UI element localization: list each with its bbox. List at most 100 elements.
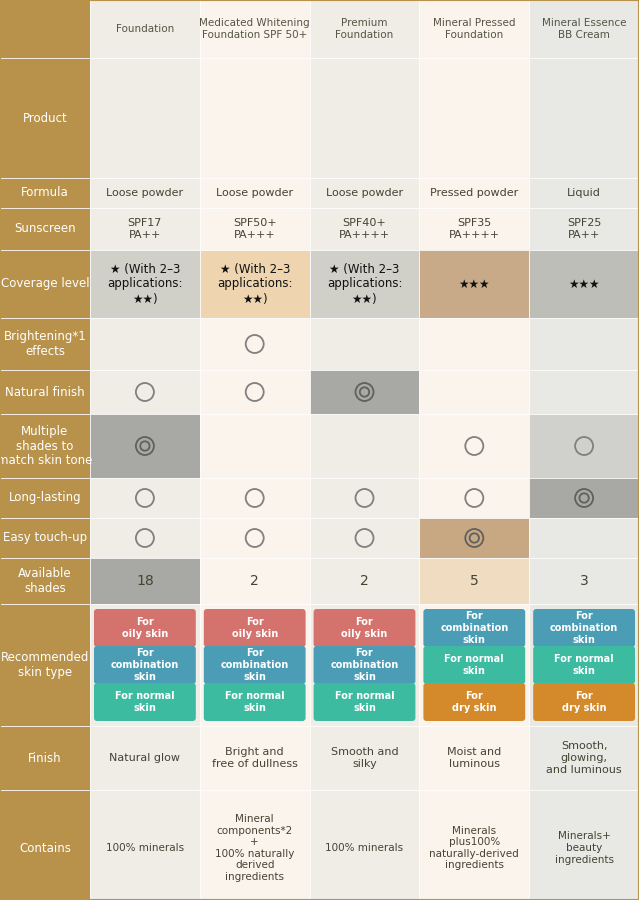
Bar [310, 726, 419, 790]
Bar [0, 208, 90, 250]
Bar [419, 0, 529, 58]
Bar [90, 370, 200, 414]
Bar [200, 318, 310, 370]
Bar [419, 558, 529, 604]
Bar [419, 58, 529, 178]
Bar [200, 478, 310, 518]
Bar [310, 178, 419, 208]
Bar [310, 790, 419, 900]
Text: For
combination
skin: For combination skin [440, 611, 509, 644]
Text: Mineral
components*2
+
100% naturally
derived
ingredients: Mineral components*2 + 100% naturally de… [215, 814, 295, 882]
Text: Smooth and
silky: Smooth and silky [331, 747, 398, 769]
Bar [310, 250, 419, 318]
Bar [200, 0, 310, 58]
Text: SPF17
PA++: SPF17 PA++ [128, 218, 162, 239]
Bar [310, 0, 419, 58]
Text: Recommended
skin type: Recommended skin type [1, 651, 89, 679]
FancyBboxPatch shape [314, 646, 415, 684]
FancyBboxPatch shape [533, 683, 635, 721]
Text: Easy touch-up: Easy touch-up [3, 532, 87, 544]
Bar [0, 178, 90, 208]
Text: For normal
skin: For normal skin [225, 691, 284, 713]
Text: ★★★: ★★★ [459, 277, 490, 291]
Text: Foundation: Foundation [116, 24, 174, 34]
Bar [529, 604, 639, 726]
Bar [419, 178, 529, 208]
Bar [419, 478, 529, 518]
Text: For
dry skin: For dry skin [452, 691, 497, 713]
Bar [419, 370, 529, 414]
Text: Contains: Contains [19, 842, 71, 854]
Text: For
oily skin: For oily skin [122, 617, 168, 639]
Text: ★ (With 2–3
applications:
★★): ★ (With 2–3 applications: ★★) [107, 263, 183, 305]
Bar [310, 604, 419, 726]
Bar [200, 726, 310, 790]
Bar [529, 178, 639, 208]
Text: Brightening*1
effects: Brightening*1 effects [4, 330, 86, 358]
Bar [0, 58, 90, 178]
Bar [0, 558, 90, 604]
Text: ★ (With 2–3
applications:
★★): ★ (With 2–3 applications: ★★) [217, 263, 293, 305]
Bar [200, 558, 310, 604]
FancyBboxPatch shape [314, 683, 415, 721]
Bar [419, 208, 529, 250]
Bar [529, 518, 639, 558]
Text: 100% minerals: 100% minerals [325, 843, 404, 853]
Text: Coverage level: Coverage level [1, 277, 89, 291]
Text: 3: 3 [580, 574, 589, 588]
Bar [529, 58, 639, 178]
Bar [529, 0, 639, 58]
Bar [0, 478, 90, 518]
Bar [310, 58, 419, 178]
Text: Pressed powder: Pressed powder [430, 188, 518, 198]
Text: 18: 18 [136, 574, 154, 588]
Text: Formula: Formula [21, 186, 69, 200]
Text: Sunscreen: Sunscreen [14, 222, 76, 236]
Bar [310, 318, 419, 370]
Bar [90, 414, 200, 478]
Bar [310, 370, 419, 414]
Bar [90, 604, 200, 726]
FancyBboxPatch shape [94, 609, 196, 647]
Bar [0, 790, 90, 900]
Bar [200, 414, 310, 478]
Bar [200, 58, 310, 178]
Text: Bright and
free of dullness: Bright and free of dullness [212, 747, 298, 769]
Text: SPF25
PA++: SPF25 PA++ [567, 218, 601, 239]
Bar [0, 518, 90, 558]
Bar [310, 208, 419, 250]
Text: Loose powder: Loose powder [326, 188, 403, 198]
Bar [200, 370, 310, 414]
Bar [529, 558, 639, 604]
Text: Loose powder: Loose powder [106, 188, 183, 198]
Text: Multiple
shades to
match skin tone: Multiple shades to match skin tone [0, 425, 93, 467]
Text: Moist and
luminous: Moist and luminous [447, 747, 502, 769]
Text: For
dry skin: For dry skin [562, 691, 606, 713]
Text: Minerals+
beauty
ingredients: Minerals+ beauty ingredients [555, 832, 613, 865]
Text: For
combination
skin: For combination skin [220, 648, 289, 681]
Bar [0, 604, 90, 726]
Bar [0, 318, 90, 370]
Bar [0, 250, 90, 318]
Text: ★ (With 2–3
applications:
★★): ★ (With 2–3 applications: ★★) [327, 263, 402, 305]
Bar [419, 604, 529, 726]
Bar [90, 726, 200, 790]
Bar [529, 790, 639, 900]
Text: For
oily skin: For oily skin [341, 617, 388, 639]
Text: For normal
skin: For normal skin [115, 691, 174, 713]
FancyBboxPatch shape [94, 646, 196, 684]
Bar [529, 478, 639, 518]
Bar [310, 414, 419, 478]
Bar [310, 518, 419, 558]
FancyBboxPatch shape [94, 683, 196, 721]
Text: 2: 2 [250, 574, 259, 588]
Text: Natural finish: Natural finish [5, 385, 85, 399]
Bar [90, 790, 200, 900]
Bar [529, 250, 639, 318]
Bar [419, 518, 529, 558]
Bar [310, 478, 419, 518]
Bar [200, 518, 310, 558]
Text: Long-lasting: Long-lasting [9, 491, 81, 505]
Text: 2: 2 [360, 574, 369, 588]
FancyBboxPatch shape [204, 609, 305, 647]
